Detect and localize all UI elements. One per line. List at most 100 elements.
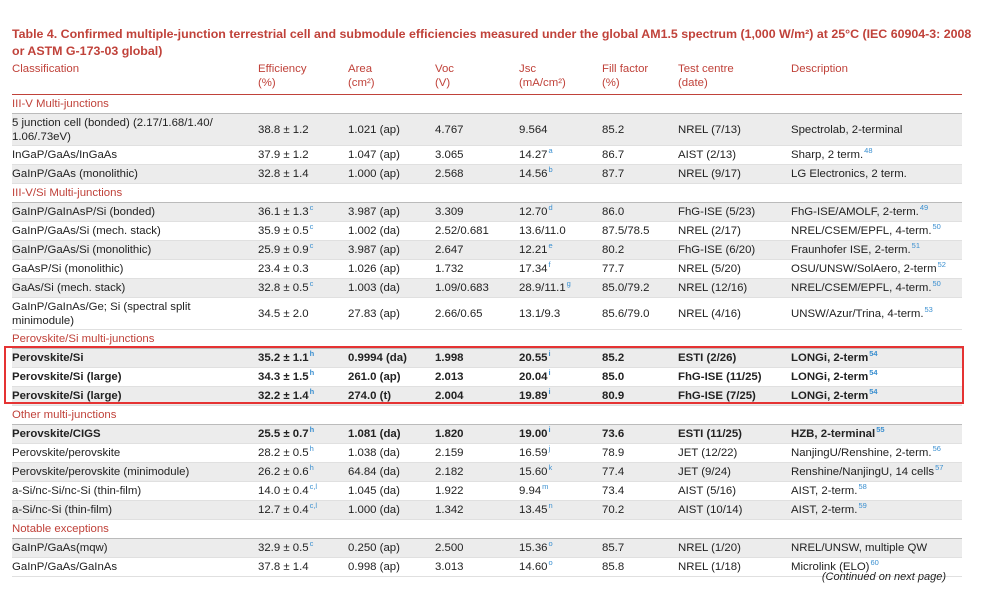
- classification-cell: Perovskite/perovskite (minimodule): [12, 465, 258, 479]
- efficiency-cell: 32.2 ± 1.4h: [258, 388, 348, 403]
- footnote-ref: i: [548, 425, 551, 435]
- jsc-cell-text: 28.9/11.1: [519, 282, 566, 294]
- voc-cell: 2.182: [435, 465, 519, 479]
- efficiency-table: Classification Efficiency (%) Area (cm²) V…: [12, 58, 962, 577]
- classification-cell: GaInP/GaInAsP/Si (bonded): [12, 205, 258, 219]
- test-centre-cell: NREL (2/17): [678, 224, 791, 238]
- description-cell: Renshine/NanjingU, 14 cells57: [791, 464, 962, 479]
- area-cell-text: 1.026 (ap): [348, 263, 400, 275]
- area-cell: 0.9994 (da): [348, 351, 435, 365]
- fill-factor-cell-text: 70.2: [602, 504, 625, 516]
- jsc-cell-text: 16.59: [519, 447, 548, 459]
- efficiency-cell: 35.9 ± 0.5c: [258, 223, 348, 238]
- voc-cell: 1.09/0.683: [435, 281, 519, 295]
- description-cell-text: NREL/CSEM/EPFL, 4-term.: [791, 282, 932, 294]
- efficiency-cell: 32.8 ± 1.4: [258, 167, 348, 181]
- table-row: GaAsP/Si (monolithic) 23.4 ± 0.3 1.026 (ap…: [12, 260, 962, 279]
- footnote-ref: h: [309, 425, 315, 435]
- jsc-cell-text: 20.04: [519, 371, 548, 383]
- col-header-jsc: Jsc (mA/cm²): [519, 63, 566, 89]
- table-row: a-Si/nc-Si (thin-film) 12.7 ± 0.4c,l 1.000…: [12, 501, 962, 520]
- description-cell: Spectrolab, 2-terminal: [791, 123, 962, 137]
- col-header-efficiency: Efficiency (%): [258, 63, 307, 89]
- description-cell: LONGi, 2-term54: [791, 368, 962, 384]
- voc-cell: 2.66/0.65: [435, 307, 519, 321]
- jsc-cell-text: 13.6/11.0: [519, 225, 566, 237]
- efficiency-cell: 38.8 ± 1.2: [258, 123, 348, 137]
- jsc-cell-text: 15.60: [519, 466, 548, 478]
- efficiency-cell-text: 14.0 ± 0.4: [258, 485, 309, 497]
- classification-cell: Perovskite/CIGS: [12, 427, 258, 441]
- classification-cell: GaInP/GaAs/Si (mech. stack): [12, 224, 258, 238]
- table-row: 5 junction cell (bonded) (2.17/1.68/1.40…: [12, 114, 962, 146]
- table-row: GaInP/GaAs (monolithic) 32.8 ± 1.4 1.000 (…: [12, 165, 962, 184]
- classification-cell: GaInP/GaAs/Si (monolithic): [12, 243, 258, 257]
- test-centre-cell: NREL (1/18): [678, 560, 791, 574]
- classification-cell: Perovskite/Si (large): [12, 370, 258, 384]
- description-cell: NanjingU/Renshine, 2-term.56: [791, 445, 962, 460]
- voc-cell: 1.922: [435, 484, 519, 498]
- table-row: Perovskite/CIGS 25.5 ± 0.7h 1.081 (da) 1.82…: [12, 425, 962, 444]
- jsc-cell-text: 20.55: [519, 352, 548, 364]
- test-centre-cell: FhG-ISE (11/25): [678, 370, 791, 384]
- classification-cell-text: GaAsP/Si (monolithic): [12, 263, 124, 275]
- jsc-cell-text: 15.36: [519, 542, 548, 554]
- footnote-ref: 51: [911, 241, 920, 251]
- fill-factor-cell-text: 85.2: [602, 123, 625, 136]
- jsc-cell-text: 19.89: [519, 390, 548, 402]
- voc-cell: 2.647: [435, 243, 519, 257]
- efficiency-cell: 37.8 ± 1.4: [258, 560, 348, 574]
- description-cell-text: Fraunhofer ISE, 2-term.: [791, 244, 911, 256]
- area-cell-text: 0.250 (ap): [348, 542, 400, 554]
- area-cell: 0.998 (ap): [348, 560, 435, 574]
- description-cell-text: Renshine/NanjingU, 14 cells: [791, 466, 935, 478]
- test-centre-cell-text: JET (12/22): [678, 447, 738, 459]
- classification-cell-text: GaInP/GaAs/Si (mech. stack): [12, 225, 161, 237]
- table-row: Perovskite/perovskite (minimodule) 26.2 ±…: [12, 463, 962, 482]
- footnote-ref: c: [309, 539, 314, 549]
- description-cell: Sharp, 2 term.48: [791, 147, 962, 162]
- efficiency-cell-text: 37.8 ± 1.4: [258, 561, 309, 573]
- test-centre-cell: ESTI (2/26): [678, 351, 791, 365]
- efficiency-cell: 25.5 ± 0.7h: [258, 425, 348, 441]
- fill-factor-cell-text: 85.0/79.2: [602, 282, 650, 294]
- footnote-ref: c: [309, 203, 314, 213]
- voc-cell: 3.309: [435, 205, 519, 219]
- footnote-ref: 54: [869, 368, 878, 378]
- jsc-cell: 19.00i: [519, 425, 602, 441]
- description-cell: Microlink (ELO)60: [791, 559, 962, 574]
- voc-cell: 4.767: [435, 123, 519, 137]
- classification-cell-text: GaInP/GaAs (monolithic): [12, 168, 138, 180]
- area-cell: 3.987 (ap): [348, 243, 435, 257]
- fill-factor-cell-text: 78.9: [602, 447, 625, 459]
- voc-cell-text: 2.66/0.65: [435, 307, 483, 320]
- efficiency-cell-text: 25.5 ± 0.7: [258, 428, 309, 440]
- fill-factor-cell-text: 86.0: [602, 206, 625, 218]
- footnote-ref: a: [548, 146, 553, 156]
- test-centre-cell-text: NREL (1/18): [678, 561, 741, 573]
- description-cell: NREL/UNSW, multiple QW: [791, 541, 962, 555]
- footnote-ref: b: [548, 165, 553, 175]
- col-header-voc: Voc (V): [435, 63, 454, 89]
- footnote-ref: h: [309, 444, 314, 454]
- efficiency-cell-text: 26.2 ± 0.6: [258, 466, 309, 478]
- efficiency-cell: 36.1 ± 1.3c: [258, 203, 348, 219]
- section-heading: Other multi-junctions: [12, 406, 962, 425]
- efficiency-cell-text: 37.9 ± 1.2: [258, 149, 309, 161]
- fill-factor-cell: 87.5/78.5: [602, 224, 678, 238]
- voc-cell: 2.52/0.681: [435, 224, 519, 238]
- test-centre-cell: NREL (5/20): [678, 262, 791, 276]
- area-cell: 1.003 (da): [348, 281, 435, 295]
- efficiency-cell-text: 38.8 ± 1.2: [258, 123, 309, 136]
- col-header-description: Description: [791, 63, 848, 75]
- description-cell-text: LONGi, 2-term: [791, 352, 869, 364]
- classification-cell: Perovskite/perovskite: [12, 446, 258, 460]
- voc-cell: 2.500: [435, 541, 519, 555]
- fill-factor-cell-text: 73.4: [602, 485, 625, 497]
- area-cell-text: 64.84 (da): [348, 466, 400, 478]
- voc-cell: 2.568: [435, 167, 519, 181]
- area-cell-text: 274.0 (t): [348, 390, 392, 402]
- section-heading: III-V Multi-junctions: [12, 95, 962, 114]
- area-cell-text: 1.003 (da): [348, 282, 400, 294]
- jsc-cell: 13.1/9.3: [519, 307, 602, 321]
